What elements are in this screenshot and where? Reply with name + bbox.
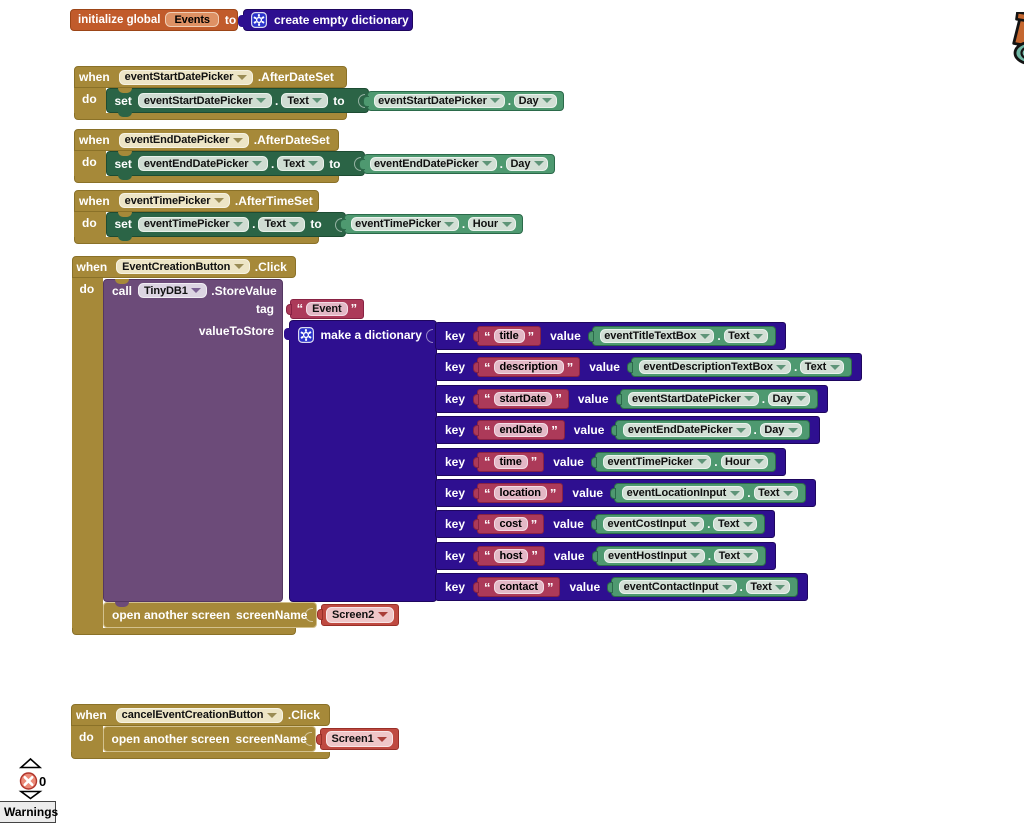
- svg-text:0: 0: [39, 774, 46, 789]
